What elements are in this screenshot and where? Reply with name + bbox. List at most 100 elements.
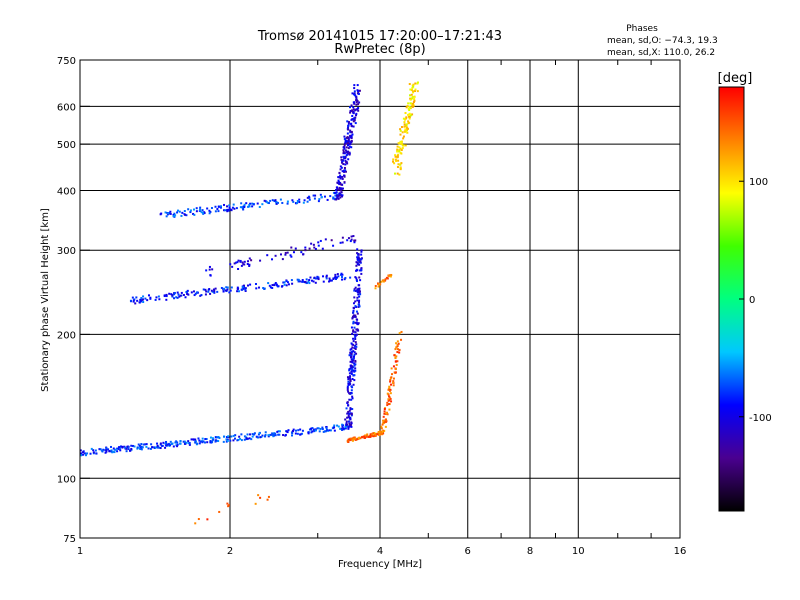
data-point bbox=[392, 365, 395, 368]
data-point bbox=[348, 412, 351, 415]
data-point bbox=[344, 276, 347, 279]
data-point bbox=[309, 276, 312, 279]
data-point bbox=[238, 435, 241, 438]
data-point bbox=[301, 279, 304, 282]
data-point bbox=[192, 212, 195, 215]
data-point bbox=[355, 343, 358, 346]
data-point bbox=[343, 278, 346, 281]
data-point bbox=[217, 210, 220, 213]
data-point bbox=[345, 146, 348, 149]
data-point bbox=[349, 407, 352, 410]
data-point bbox=[209, 436, 212, 439]
data-point bbox=[341, 273, 344, 276]
x-tick-label: 1 bbox=[77, 546, 83, 557]
data-point bbox=[241, 261, 244, 264]
data-point bbox=[197, 518, 200, 521]
data-point bbox=[212, 288, 215, 291]
data-point bbox=[275, 283, 278, 286]
data-point bbox=[403, 121, 406, 124]
data-point bbox=[300, 251, 303, 254]
data-point bbox=[401, 131, 404, 134]
data-point bbox=[208, 209, 211, 212]
data-point bbox=[348, 354, 351, 357]
data-point bbox=[355, 322, 358, 325]
data-point bbox=[354, 338, 357, 341]
data-point bbox=[243, 435, 246, 438]
data-point bbox=[390, 383, 393, 386]
data-point bbox=[201, 437, 204, 440]
data-point bbox=[396, 340, 399, 343]
data-point bbox=[142, 295, 145, 298]
data-point bbox=[347, 142, 350, 145]
data-point bbox=[397, 159, 400, 162]
data-point bbox=[226, 288, 229, 291]
data-point bbox=[237, 267, 240, 270]
data-point bbox=[311, 427, 314, 430]
data-point bbox=[329, 195, 332, 198]
data-point bbox=[350, 389, 353, 392]
data-point bbox=[396, 172, 399, 175]
data-point bbox=[322, 280, 325, 283]
data-point bbox=[131, 296, 134, 299]
data-point bbox=[346, 162, 349, 165]
data-point bbox=[79, 452, 82, 455]
data-point bbox=[340, 191, 343, 194]
data-point bbox=[381, 433, 384, 436]
data-point bbox=[320, 196, 323, 199]
data-point bbox=[349, 111, 352, 114]
data-point bbox=[339, 189, 342, 192]
data-point bbox=[394, 360, 397, 363]
data-point bbox=[354, 360, 357, 363]
data-point bbox=[216, 290, 219, 293]
data-point bbox=[351, 408, 354, 411]
data-point bbox=[361, 436, 364, 439]
data-point bbox=[345, 422, 348, 425]
data-point bbox=[271, 284, 274, 287]
data-point bbox=[386, 401, 389, 404]
data-point bbox=[208, 288, 211, 291]
data-point bbox=[175, 440, 178, 443]
data-point bbox=[325, 274, 328, 277]
data-point bbox=[172, 214, 175, 217]
data-point bbox=[348, 153, 351, 156]
data-point bbox=[382, 420, 385, 423]
data-point bbox=[339, 168, 342, 171]
data-point bbox=[202, 288, 205, 291]
data-point bbox=[227, 505, 230, 508]
data-point bbox=[357, 258, 360, 261]
data-point bbox=[364, 436, 367, 439]
data-point bbox=[168, 292, 171, 295]
data-point bbox=[347, 390, 350, 393]
data-point bbox=[398, 163, 401, 166]
data-point bbox=[285, 430, 288, 433]
data-point bbox=[116, 450, 119, 453]
data-point bbox=[354, 321, 357, 324]
data-point bbox=[355, 264, 358, 267]
data-point bbox=[274, 199, 277, 202]
data-point bbox=[184, 296, 187, 299]
data-point bbox=[388, 389, 391, 392]
data-point bbox=[350, 124, 353, 127]
data-point bbox=[303, 199, 306, 202]
data-point bbox=[271, 286, 274, 289]
data-point bbox=[230, 435, 233, 438]
data-point bbox=[277, 430, 280, 433]
data-point bbox=[194, 441, 197, 444]
data-point bbox=[348, 369, 351, 372]
data-point bbox=[338, 186, 341, 189]
data-point bbox=[386, 277, 389, 280]
data-point bbox=[330, 239, 333, 242]
data-point bbox=[258, 286, 261, 289]
data-point bbox=[348, 368, 351, 371]
data-point bbox=[249, 202, 252, 205]
data-point bbox=[179, 442, 182, 445]
data-point bbox=[206, 441, 209, 444]
data-point bbox=[229, 263, 232, 266]
data-point bbox=[290, 431, 293, 434]
colorbar-tick-label: 0 bbox=[749, 295, 755, 306]
data-point bbox=[398, 150, 401, 153]
data-point bbox=[141, 298, 144, 301]
data-point bbox=[169, 212, 172, 215]
data-point bbox=[178, 295, 181, 298]
data-point bbox=[281, 258, 284, 261]
